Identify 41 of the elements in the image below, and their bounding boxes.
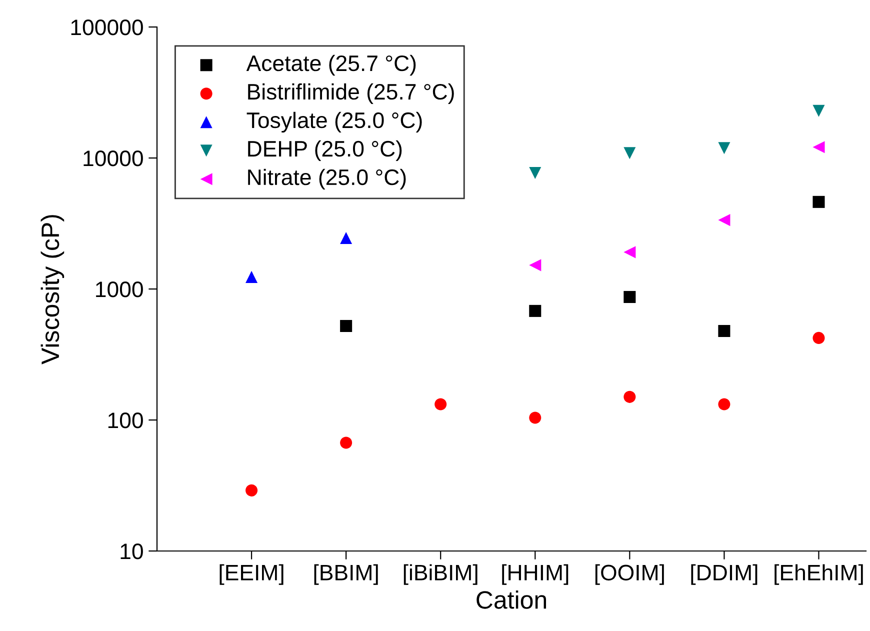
point <box>718 324 730 338</box>
point <box>718 214 730 226</box>
point <box>340 320 352 332</box>
point <box>529 259 542 272</box>
y-tick-label: 1000 <box>96 282 143 298</box>
x-tick-label: [DDIM] <box>691 564 758 585</box>
point <box>246 484 258 496</box>
point <box>529 167 542 180</box>
x-axis-title: Cation <box>476 590 546 609</box>
point <box>340 436 352 449</box>
legend-label: Nitrate (25.0 °C) <box>248 168 406 190</box>
point <box>624 246 636 258</box>
point <box>624 390 636 403</box>
y-tick-label: 100000 <box>71 20 143 36</box>
point <box>529 412 542 424</box>
x-tick-label: [EhEhIM] <box>774 564 863 585</box>
x-tick-label: [OOIM] <box>595 564 664 585</box>
x-tick-label: [iBiBIM] <box>404 564 478 585</box>
point <box>718 142 730 154</box>
y-tick-label: 100 <box>108 412 143 428</box>
point <box>340 232 352 244</box>
y-axis-title: Viscosity (cP) <box>40 215 64 364</box>
point <box>812 196 825 208</box>
legend-label: Acetate (25.7 °C) <box>246 54 416 76</box>
x-tick-label: [EEIM] <box>220 564 284 585</box>
point <box>529 304 542 317</box>
point <box>812 332 825 344</box>
legend-label: Tosylate (25.0 °C) <box>246 112 422 133</box>
y-tick-label: 10000 <box>84 150 143 166</box>
point <box>624 290 636 304</box>
legend-label: DEHP (25.0 °C) <box>248 140 402 162</box>
point <box>718 398 730 410</box>
x-tick-label: [HHIM] <box>502 564 568 585</box>
point <box>624 147 636 160</box>
y-tick-label: 10 <box>120 544 143 560</box>
point <box>812 104 825 117</box>
legend-label: Bistriflimide (25.7 °C) <box>248 83 454 104</box>
point <box>434 398 447 410</box>
point <box>246 270 258 283</box>
x-tick-label: [BBIM] <box>314 564 378 585</box>
point <box>812 141 825 154</box>
